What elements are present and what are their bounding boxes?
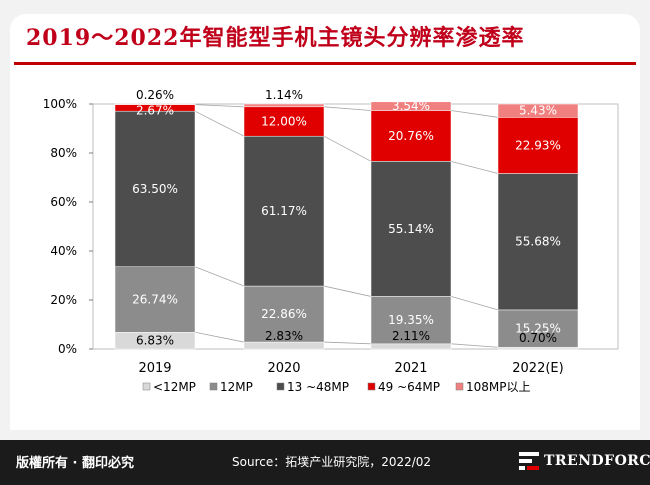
- bar-segment-series-49-64mp: [243, 106, 325, 137]
- bar-segment-series-49-64mp: [370, 110, 452, 162]
- data-label-series-lt12mp: 6.83%: [136, 334, 174, 348]
- data-label-series-108mp: 0.26%: [136, 88, 174, 102]
- data-label-series-lt12mp: 2.83%: [265, 329, 303, 343]
- legend-swatch-series-108mp: [455, 382, 464, 391]
- legend-swatch-series-lt12mp: [142, 382, 151, 391]
- legend-swatch-series-12mp: [209, 382, 218, 391]
- data-label-series-49-64mp: 20.76%: [388, 129, 434, 143]
- y-tick-label: 0%: [58, 342, 77, 356]
- legend-swatch-series-49-64mp: [367, 382, 376, 391]
- data-label-series-13-48mp: 55.68%: [515, 235, 561, 249]
- plot-area: [92, 103, 619, 350]
- data-label-series-lt12mp: 2.11%: [392, 329, 430, 343]
- bar-layer: [114, 101, 579, 350]
- chart-title: 2019～2022年智能型手机主镜头分辨率渗透率: [26, 25, 525, 51]
- trendforce-logo-icon: [519, 452, 539, 470]
- bar-segment-series-lt12mp: [370, 343, 452, 350]
- bar-segment-series-12mp: [370, 296, 452, 345]
- series-connector-line: [194, 266, 245, 287]
- data-label-series-108mp: 1.14%: [265, 88, 303, 102]
- data-label-series-12mp: 22.86%: [261, 307, 307, 321]
- y-tick-label: 60%: [50, 195, 77, 209]
- data-label-series-13-48mp: 61.17%: [261, 204, 307, 218]
- y-tick-label: 100%: [43, 97, 77, 111]
- bar-segment-series-108mp: [370, 101, 452, 111]
- source-text: Source：拓墣产业研究院，2022/02: [232, 455, 432, 469]
- x-tick-label: 2020: [267, 361, 300, 376]
- legend-label-series-49-64mp: 49 ~64MP: [378, 380, 440, 394]
- title-divider: [14, 62, 636, 65]
- bar-segment-series-13-48mp: [243, 135, 325, 287]
- legend-layer: <12MP 12MP 13 ~48MP 49 ~64MP 108MP以上: [142, 380, 531, 394]
- brand-name: TRENDFORCE: [544, 453, 650, 469]
- series-connector-line: [450, 343, 499, 348]
- data-label-series-12mp: 19.35%: [388, 313, 434, 327]
- bar-segment-series-12mp: [497, 309, 579, 348]
- series-connector-line: [194, 104, 245, 108]
- y-tick-label: 80%: [50, 146, 77, 160]
- data-label-series-12mp: 26.74%: [132, 293, 178, 307]
- trendforce-brand: TRENDFORCE: [518, 448, 650, 474]
- data-label-series-13-48mp: 63.50%: [132, 182, 178, 196]
- series-connector-line: [194, 331, 245, 343]
- legend-label-series-108mp: 108MP以上: [466, 380, 531, 394]
- x-tick-label: 2021: [394, 361, 427, 376]
- connector-layer: [194, 104, 499, 348]
- data-label-series-49-64mp: 22.93%: [515, 138, 561, 152]
- axis-layer: 0% 20% 40% 60% 80% 100% 2019 2020 2021 2022(E): [43, 97, 564, 376]
- series-connector-line: [450, 160, 499, 174]
- bar-segment-series-lt12mp: [243, 341, 325, 350]
- data-label-series-49-64mp: 2.67%: [136, 104, 174, 118]
- data-label-series-49-64mp: 12.00%: [261, 114, 307, 128]
- bar-segment-series-12mp: [243, 285, 325, 343]
- y-tick-label: 40%: [50, 244, 77, 258]
- bar-segment-series-108mp: [497, 103, 579, 118]
- bar-segment-series-49-64mp: [497, 117, 579, 174]
- series-connector-line: [450, 296, 499, 311]
- series-connector-line: [323, 106, 372, 111]
- x-tick-label: 2019: [138, 361, 171, 376]
- footer-bar: [0, 440, 650, 485]
- copyright-text: 版權所有 · 翻印必究: [16, 456, 134, 471]
- bar-segment-series-108mp: [243, 103, 325, 108]
- legend-label-series-12mp: 12MP: [220, 380, 253, 394]
- series-connector-line: [323, 135, 372, 162]
- y-tick-label: 20%: [50, 293, 77, 307]
- legend-label-series-lt12mp: <12MP: [153, 380, 196, 394]
- series-connector-line: [323, 341, 372, 345]
- data-label-series-13-48mp: 55.14%: [388, 222, 434, 236]
- series-connector-line: [323, 285, 372, 297]
- stacked-bar-chart: 6.83% 26.74% 63.50% 2.67% 0.26% 2.83% 22.86% 61…: [43, 88, 619, 394]
- bar-segment-series-108mp: [114, 103, 196, 105]
- grid-layer: [92, 103, 619, 350]
- data-label-series-lt12mp: 0.70%: [519, 331, 557, 345]
- x-tick-label: 2022(E): [512, 361, 563, 376]
- label-layer: 6.83% 26.74% 63.50% 2.67% 0.26% 2.83% 22.86% 61…: [132, 88, 561, 348]
- data-label-series-12mp: 15.25%: [515, 322, 561, 336]
- bar-segment-series-lt12mp: [497, 347, 579, 350]
- legend-swatch-series-13-48mp: [276, 382, 285, 391]
- data-label-series-108mp: 3.54%: [392, 99, 430, 113]
- bar-segment-series-13-48mp: [497, 173, 579, 311]
- series-connector-line: [450, 110, 499, 118]
- data-label-series-108mp: 5.43%: [519, 104, 557, 118]
- legend-label-series-13-48mp: 13 ~48MP: [287, 380, 349, 394]
- series-connector-line: [194, 110, 245, 137]
